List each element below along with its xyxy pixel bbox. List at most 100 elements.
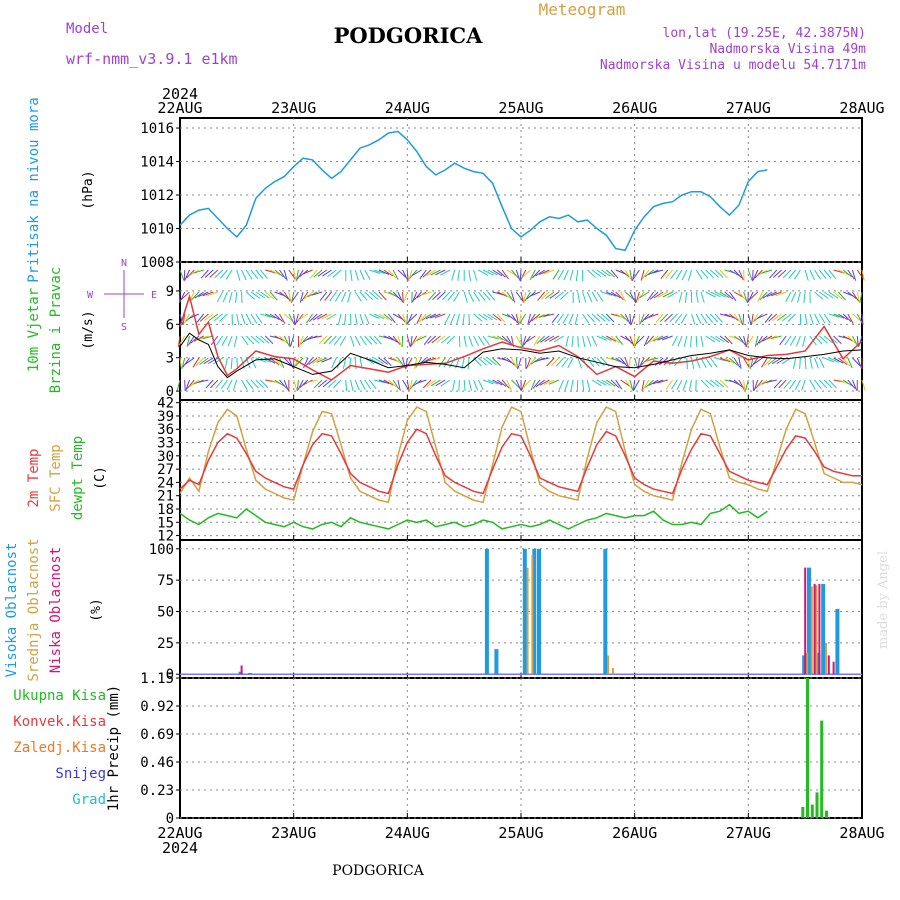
wind-barb (779, 335, 787, 346)
wind-barb (487, 313, 498, 321)
wind-barb (729, 291, 737, 302)
cloud-bar (494, 649, 499, 675)
wind-barb (828, 291, 839, 299)
wind-barb (743, 379, 746, 391)
wind-barb (856, 313, 863, 324)
wind-barb (540, 291, 550, 300)
wind-barb (639, 291, 650, 299)
wind-barb (300, 335, 309, 345)
wind-barb (852, 379, 857, 391)
wind-barb (635, 291, 640, 303)
wind-barb (520, 269, 527, 281)
wind-barb (378, 357, 389, 365)
wind-barb (550, 357, 560, 367)
wind-barb (181, 291, 190, 300)
wind-barb (535, 379, 546, 388)
wind-barb (378, 379, 390, 385)
wind-barb (321, 357, 332, 363)
wind-barb (297, 379, 304, 391)
wind-barb (756, 313, 768, 319)
wind-barb (568, 313, 574, 325)
wind-barb (847, 379, 856, 389)
wind-barb (478, 313, 488, 321)
wind-barb (695, 313, 702, 325)
wind-barb (842, 379, 853, 387)
cloud-bar (484, 548, 489, 675)
wind-barb (317, 269, 328, 277)
wind-barb (809, 313, 814, 325)
wind-barb (624, 269, 632, 280)
wind-barb (409, 269, 418, 279)
wind-barb (669, 313, 678, 323)
wind-barb (729, 313, 739, 321)
wind-barb (828, 379, 837, 389)
wind-barb (524, 291, 531, 302)
wind-barb (653, 291, 664, 299)
wind-barb (202, 335, 214, 340)
cloud-bar (807, 567, 811, 675)
ylabel-cloud-mid: Srednja Oblacnost (26, 538, 42, 681)
wind-barb (681, 269, 688, 281)
wind-barb (634, 291, 637, 304)
wind-barb (746, 335, 749, 347)
wind-barb (397, 313, 406, 323)
wind-barb (344, 313, 347, 325)
wind-barb (641, 313, 650, 323)
model-name: wrf-nmm_v3.9.1 e1km (66, 50, 238, 68)
wind-barb (492, 379, 503, 386)
wind-barb (306, 379, 318, 384)
wind-barb (296, 269, 304, 280)
wind-barb (532, 379, 541, 389)
model-elevation-label: Nadmorska Visina u modelu 54.7171m (600, 58, 866, 73)
wind-barb (762, 335, 773, 342)
wind-barb (186, 335, 190, 347)
wind-barb (777, 269, 787, 278)
wind-barb (665, 379, 674, 390)
wind-barb (187, 335, 195, 346)
wind-barb (312, 313, 323, 321)
wind-barb (312, 357, 323, 364)
wind-barb (179, 313, 184, 325)
wind-barb (422, 269, 432, 278)
wind-barb (213, 313, 223, 322)
wind-barb (299, 379, 309, 388)
wind-barb (517, 357, 522, 369)
wind-barb (482, 357, 493, 366)
wind-barb (279, 269, 287, 280)
wind-barb (714, 335, 725, 343)
wind-barb (570, 379, 574, 391)
wind-barb (450, 313, 456, 325)
wind-barb (610, 335, 620, 344)
wind-barb (435, 269, 446, 276)
y-tick-label-precip: 0.92 (140, 699, 174, 715)
wind-barb (605, 313, 615, 323)
wind-barb (388, 335, 398, 343)
wind-barb (374, 269, 385, 275)
wind-barb (506, 357, 516, 366)
wind-barb (601, 291, 613, 296)
wind-barb (402, 269, 408, 281)
wind-barb (215, 335, 224, 346)
cloud-bar (832, 661, 835, 675)
wind-barb (522, 379, 531, 389)
wind-barb (313, 379, 323, 389)
wind-barb (199, 357, 209, 365)
precip-legend-item: Ukupna Kisa (13, 688, 106, 704)
wind-barb (724, 335, 733, 345)
wind-barb (586, 291, 593, 303)
wind-barb (269, 379, 281, 385)
wind-barb (715, 357, 726, 362)
wind-barb (487, 269, 498, 276)
wind-barb (410, 379, 418, 390)
wind-barb (440, 269, 451, 276)
wind-barb (662, 291, 673, 298)
ylabel-temp-dewpt: dewpt Temp (70, 436, 86, 520)
wind-barb (842, 313, 852, 322)
x-tick-label-top: 25AUG (498, 99, 543, 117)
wind-barb (288, 291, 292, 303)
y-tick-label-temperature: 30 (157, 449, 174, 465)
wind-barb (187, 379, 195, 389)
wind-barb (789, 335, 797, 346)
wind-barb (511, 357, 518, 368)
wind-barb (308, 357, 318, 365)
